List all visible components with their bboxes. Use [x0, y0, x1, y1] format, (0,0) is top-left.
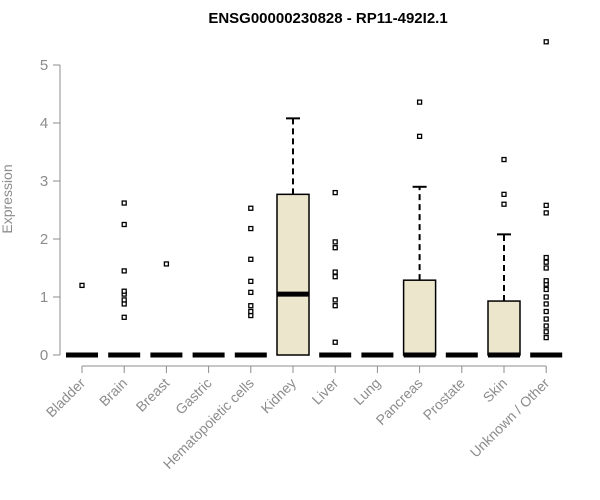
y-tick-label: 3: [40, 173, 48, 190]
outlier-point: [121, 297, 127, 303]
outlier-point: [416, 99, 423, 105]
x-tick-label: Liver: [309, 375, 342, 408]
x-tick-label: Unknown / Other: [467, 375, 553, 461]
y-tick-label: 2: [40, 231, 48, 248]
outlier-point: [543, 294, 549, 300]
outlier-point: [543, 210, 549, 216]
outlier-point: [543, 329, 549, 335]
box-group-brain: [108, 200, 141, 358]
outlier-point: [248, 303, 254, 309]
outlier-point: [416, 133, 423, 139]
box-group-hematopoietic-cells: [234, 205, 267, 358]
x-tick-label: Lung: [350, 375, 383, 408]
outlier-point: [543, 278, 549, 284]
outlier-point: [121, 314, 127, 320]
outlier-point: [543, 323, 549, 329]
box-group-unknown-other: [530, 39, 563, 358]
box-series: [66, 39, 563, 358]
y-tick-label: 4: [40, 115, 48, 132]
x-tick-label: Brain: [96, 375, 130, 409]
box-group-kidney: [276, 117, 310, 356]
x-tick-label: Skin: [480, 375, 511, 406]
outlier-point: [248, 278, 254, 284]
outlier-point: [543, 265, 549, 271]
outlier-point: [332, 297, 338, 303]
outlier-point: [248, 289, 254, 296]
outlier-point: [121, 268, 127, 274]
y-tick-label: 0: [40, 347, 48, 364]
outlier-point: [543, 259, 549, 265]
outlier-point: [79, 282, 85, 289]
box: [487, 300, 521, 356]
box-group-skin: [487, 156, 521, 358]
box: [402, 279, 437, 356]
box-group-liver: [319, 189, 352, 358]
box-group-bladder: [66, 282, 98, 358]
outlier-point: [248, 308, 254, 315]
y-axis: 0 1 2 3 4 5: [40, 57, 61, 364]
outlier-point: [332, 269, 338, 275]
outlier-point: [332, 303, 338, 309]
box: [276, 193, 310, 356]
outlier-point: [332, 339, 338, 345]
outlier-point: [332, 274, 338, 280]
outlier-point: [501, 156, 507, 163]
outlier-point: [248, 312, 254, 319]
x-tick-label: Breast: [133, 375, 173, 415]
outlier-point: [543, 308, 549, 315]
outlier-point: [332, 245, 338, 251]
outlier-point: [248, 205, 254, 211]
x-tick-label: Prostate: [420, 375, 468, 423]
outlier-point: [543, 286, 549, 293]
outlier-point: [121, 221, 127, 228]
outlier-point: [248, 225, 254, 232]
box-group-pancreas: [402, 99, 437, 358]
outlier-point: [543, 254, 549, 261]
x-tick-label: Kidney: [258, 375, 300, 417]
y-tick-label: 1: [40, 289, 48, 306]
outlier-point: [543, 301, 549, 307]
outlier-point: [248, 256, 254, 262]
outlier-point: [163, 261, 170, 267]
outlier-point: [543, 334, 549, 341]
outlier-point: [121, 200, 127, 206]
outlier-point: [501, 201, 507, 207]
y-tick-label: 5: [40, 57, 48, 74]
box-group-breast: [150, 261, 183, 358]
outlier-point: [121, 301, 127, 307]
outlier-point: [332, 239, 338, 245]
outlier-point: [501, 191, 507, 197]
y-axis-label: Expression: [0, 164, 15, 233]
outlier-point: [543, 316, 549, 322]
x-tick-label: Pancreas: [373, 375, 426, 428]
x-tick-label: Bladder: [43, 375, 89, 421]
outlier-point: [543, 39, 549, 45]
chart-title: ENSG00000230828 - RP11-492I2.1: [208, 10, 447, 27]
outlier-point: [543, 202, 549, 209]
outlier-point: [332, 189, 338, 196]
outlier-point: [121, 288, 127, 294]
